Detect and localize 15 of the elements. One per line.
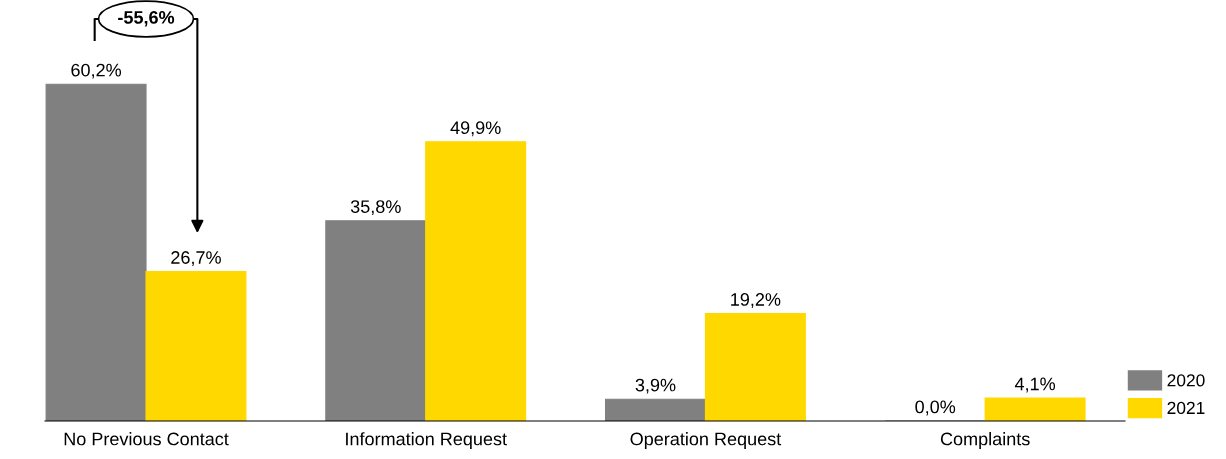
data-label: 3,9% <box>635 378 676 394</box>
legend-label: 2021 <box>1167 401 1205 415</box>
x-tick-label: Operation Request <box>630 432 782 449</box>
data-label: 60,2% <box>71 63 122 79</box>
text: -55,6% <box>118 11 175 27</box>
data-label: 26,7% <box>171 251 221 267</box>
x-tick-label: Information Request <box>346 432 507 449</box>
x-tick-label: No Previous Contact <box>64 432 229 446</box>
data-label: 19,2% <box>731 293 781 308</box>
data-label: 0,0% <box>915 400 956 416</box>
data-label: 4,1% <box>1014 377 1056 393</box>
data-label: 35,8% <box>350 200 401 216</box>
data-label: 49,9% <box>450 121 501 137</box>
x-tick-label: Complaints <box>940 432 1030 449</box>
legend-label: 2020 <box>1167 374 1205 387</box>
